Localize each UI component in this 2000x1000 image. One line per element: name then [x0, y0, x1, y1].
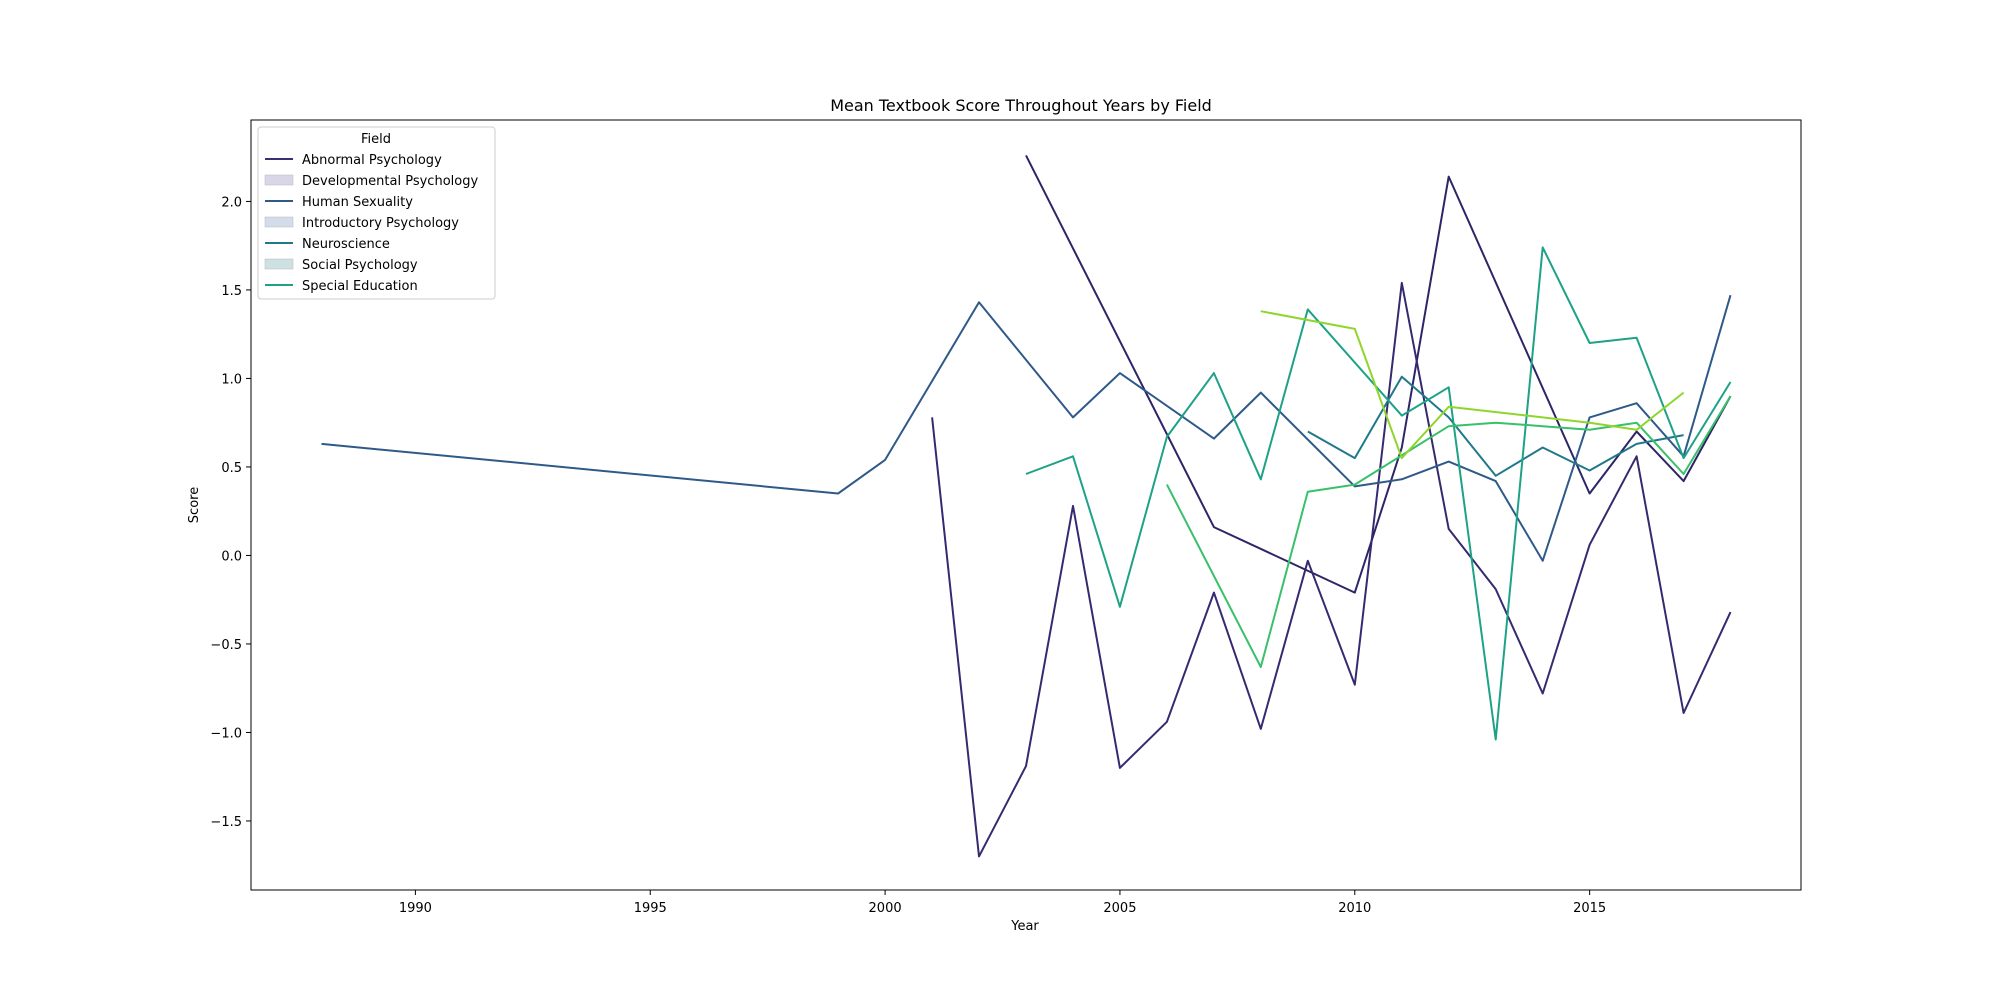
x-axis: 1990 1995 2000 2005 2010 2015: [399, 890, 1606, 916]
series-line-7: [1260, 310, 1685, 460]
legend-entry-label: Special Education: [302, 279, 418, 294]
y-tick-label: 2.0: [221, 195, 242, 210]
series-line-1: [1025, 154, 1732, 594]
legend-entry-label: Developmental Psychology: [302, 174, 478, 189]
series-line-2: [931, 281, 1732, 858]
x-tick-label: 2005: [1103, 901, 1136, 916]
series-line-4: [1307, 375, 1684, 477]
x-tick-label: 1995: [634, 901, 667, 916]
legend-frame: [257, 126, 496, 300]
y-tick-label: 1.5: [221, 284, 242, 299]
y-tick-label: 0.5: [221, 461, 242, 476]
legend-entry-label: Neuroscience: [302, 237, 390, 252]
x-tick-label: 2010: [1338, 901, 1371, 916]
y-tick-label: 0.0: [221, 549, 242, 564]
series-line-5: [1025, 246, 1732, 741]
plot-frame: [250, 119, 1802, 891]
y-tick-label: −0.5: [210, 638, 242, 653]
chart-title: Mean Textbook Score Throughout Years by …: [830, 96, 1212, 115]
x-tick-label: 2015: [1573, 901, 1606, 916]
y-axis-label: Score: [187, 487, 202, 523]
y-tick-label: −1.0: [210, 726, 242, 741]
legend-patch-swatch: [264, 216, 294, 228]
legend-patch-swatch: [264, 174, 294, 186]
legend: Field Abnormal Psychology Developmental P…: [257, 126, 496, 300]
plot-lines: [321, 154, 1732, 858]
y-tick-label: 1.0: [221, 372, 242, 387]
series-line-6: [1166, 395, 1732, 668]
y-tick-label: −1.5: [210, 815, 242, 830]
series-line-3: [321, 294, 1732, 562]
legend-entry-label: Social Psychology: [302, 258, 418, 273]
legend-entry-label: Human Sexuality: [302, 195, 413, 210]
x-tick-label: 1990: [399, 901, 432, 916]
y-axis: −1.5 −1.0 −0.5 0.0 0.5 1.0 1.5 2.0: [210, 195, 251, 830]
legend-entry-label: Introductory Psychology: [302, 216, 459, 231]
legend-patch-swatch: [264, 258, 294, 270]
x-axis-label: Year: [1010, 919, 1039, 934]
legend-entry-label: Abnormal Psychology: [302, 153, 442, 168]
legend-entries: Abnormal Psychology Developmental Psychol…: [264, 153, 478, 294]
x-tick-label: 2000: [869, 901, 902, 916]
legend-title: Field: [361, 132, 391, 147]
